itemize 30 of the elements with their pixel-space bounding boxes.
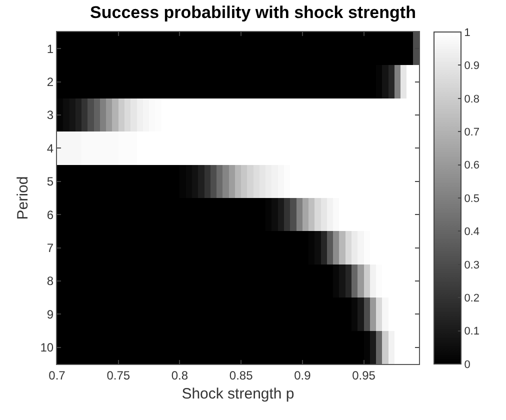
y-tick-label: 10 xyxy=(40,340,54,355)
color-bar-label: 0.1 xyxy=(464,326,480,338)
y-tick-label: 5 xyxy=(46,174,54,189)
color-bar-label: 1 xyxy=(464,26,470,39)
y-tick-label: 9 xyxy=(46,307,54,322)
color-bar-label: 0.4 xyxy=(464,226,480,238)
color-bar-label: 0.7 xyxy=(464,126,480,138)
y-tick-label: 2 xyxy=(46,75,54,89)
color-bar-label: 0.5 xyxy=(464,192,480,205)
y-tick-label: 3 xyxy=(46,108,54,122)
x-tick-label: 0.75 xyxy=(106,368,130,382)
chart-title: Success probability with shock strength xyxy=(90,3,416,22)
color-bar-label: 0.3 xyxy=(464,259,480,272)
y-tick-label: 1 xyxy=(46,42,54,56)
y-tick-label: 7 xyxy=(46,241,54,255)
x-axis-title: Shock strength p xyxy=(182,385,294,402)
y-tick-label: 8 xyxy=(46,274,54,288)
x-tick-label: 0.85 xyxy=(229,368,254,382)
color-bar-label: 0.2 xyxy=(464,292,480,304)
x-tick-label: 0.95 xyxy=(352,368,376,382)
y-tick-label: 6 xyxy=(46,208,54,222)
color-bar-label: 0 xyxy=(464,358,470,371)
y-tick-label: 4 xyxy=(46,141,54,156)
color-bar-label: 0.9 xyxy=(464,60,480,72)
x-tick-label: 0.7 xyxy=(48,368,66,382)
color-bar-label: 0.8 xyxy=(464,93,480,106)
y-axis-title: Period xyxy=(14,176,32,220)
x-tick-label: 0.8 xyxy=(171,368,188,382)
x-tick-label: 0.9 xyxy=(294,368,312,382)
color-bar-label: 0.6 xyxy=(464,160,480,172)
